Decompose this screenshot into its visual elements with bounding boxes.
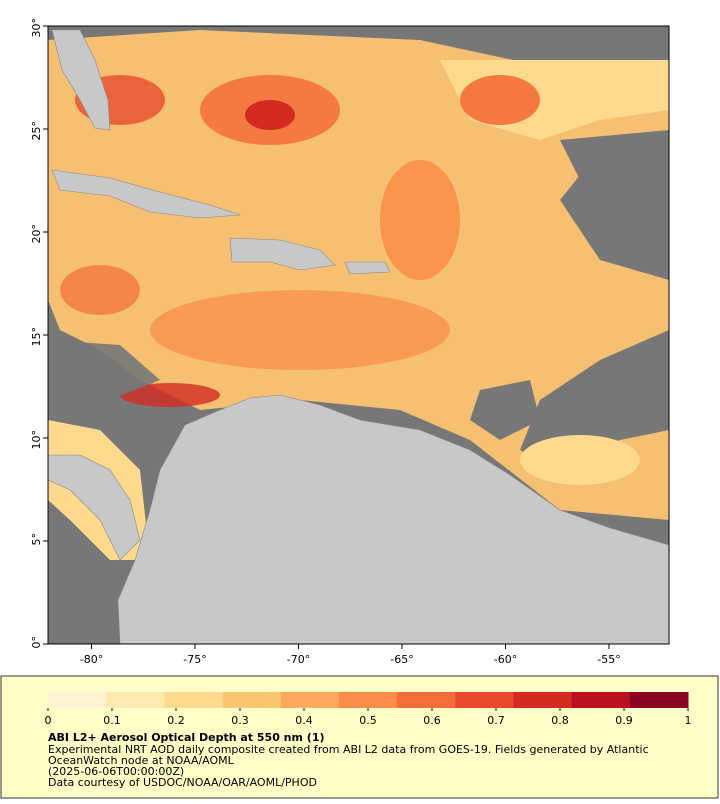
x-tick-label: -70° (287, 653, 310, 666)
caption-line: OceanWatch node at NOAA/AOML (48, 754, 235, 767)
x-tick-label: -65° (390, 653, 413, 666)
colorbar-tick-label: 0.3 (231, 714, 249, 727)
colorbar-step (222, 692, 282, 708)
caption-line: Data courtesy of USDOC/NOAA/OAR/AOML/PHO… (48, 776, 317, 789)
colorbar-step (571, 692, 631, 708)
y-tick-label: 25° (30, 121, 43, 141)
x-tick-label: -75° (183, 653, 206, 666)
colorbar-tick-label: 0.5 (359, 714, 377, 727)
colorbar-tick-label: 0 (45, 714, 52, 727)
central-america (47, 454, 141, 561)
caption-line: Experimental NRT AOD daily composite cre… (48, 743, 649, 756)
colorbar-tick-label: 0.4 (295, 714, 313, 727)
colorbar-tick-label: 0.8 (551, 714, 569, 727)
colorbar-step (338, 692, 398, 708)
south-america (117, 394, 670, 645)
x-tick-label: -60° (494, 653, 517, 666)
puerto-rico (344, 261, 391, 275)
y-tick-label: 30° (30, 18, 43, 38)
colorbar-step (397, 692, 456, 708)
colorbar-step (48, 692, 107, 708)
colorbar-tick-label: 0.1 (103, 714, 121, 727)
y-tick-label: 5° (30, 533, 43, 546)
y-tick-label: 15° (30, 327, 43, 347)
y-tick-label: 20° (30, 224, 43, 244)
colorbar-tick-label: 1 (685, 714, 692, 727)
colorbar-tick-label: 0.7 (487, 714, 505, 727)
y-tick-label: 0° (30, 636, 43, 649)
legend-title: ABI L2+ Aerosol Optical Depth at 550 nm … (48, 731, 325, 744)
map (47, 25, 670, 645)
colorbar-step (280, 692, 340, 708)
hispaniola (229, 237, 336, 271)
cuba (51, 169, 241, 219)
y-tick-label: 10° (30, 430, 43, 450)
x-tick-label: -80° (80, 653, 103, 666)
colorbar-step (106, 692, 165, 708)
colorbar-tick-label: 0.9 (615, 714, 633, 727)
colorbar-step (629, 692, 689, 708)
colorbar-tick-label: 0.6 (423, 714, 441, 727)
colorbar-step (513, 692, 573, 708)
land (47, 29, 670, 645)
colorbar-step (455, 692, 514, 708)
caption-line: (2025-06-06T00:00:00Z) (48, 765, 184, 778)
x-tick-label: -55° (597, 653, 620, 666)
colorbar-step (164, 692, 224, 708)
florida (51, 29, 111, 131)
colorbar-tick-label: 0.2 (167, 714, 185, 727)
